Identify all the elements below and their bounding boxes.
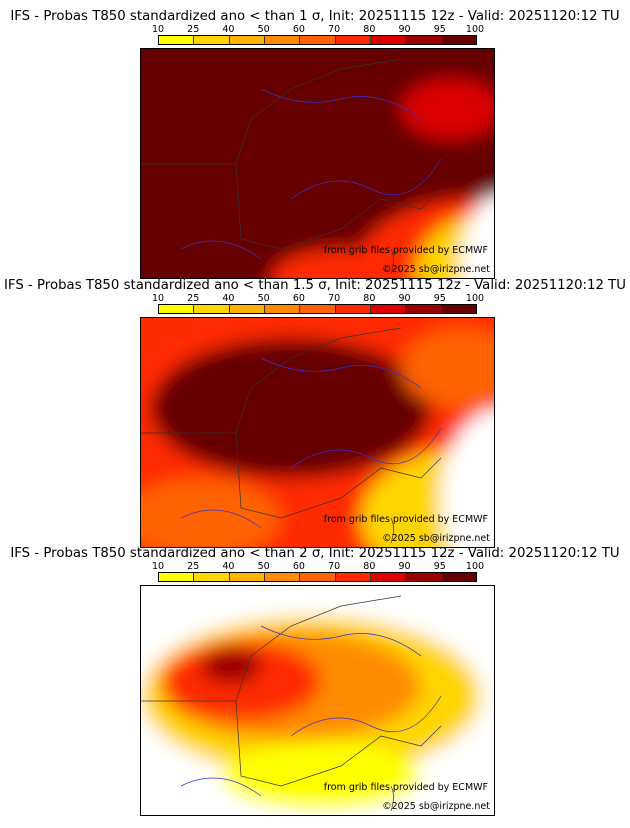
colorbar-labels: 10 25 40 50 60 70 80 90 95 100 (150, 293, 490, 305)
colorbar-tick-label: 95 (433, 24, 446, 35)
colorbar-labels: 10 25 40 50 60 70 80 90 95 100 (150, 561, 490, 573)
colorbar-swatch (335, 573, 371, 581)
data-credit: from grib files provided by ECMWF (323, 245, 488, 256)
colorbar-tick-label: 90 (398, 561, 411, 572)
copyright: ©2025 sb@irizpne.net (382, 801, 490, 812)
copyright: ©2025 sb@irizpne.net (382, 264, 490, 275)
probability-field (141, 49, 494, 278)
colorbar-tick-label: 95 (433, 561, 446, 572)
colorbar-swatch (300, 305, 336, 313)
colorbar-tick-label: 50 (257, 24, 270, 35)
colorbar-tick-label: 80 (363, 561, 376, 572)
colorbar-swatch (264, 36, 301, 44)
colorbar (158, 35, 477, 45)
colorbar-swatch (406, 305, 442, 313)
colorbar-tick-label: 60 (292, 561, 305, 572)
colorbar-tick-label: 90 (398, 24, 411, 35)
rivers (180, 357, 442, 529)
colorbar-tick-label: 10 (151, 24, 165, 35)
colorbar-swatch (264, 305, 301, 313)
colorbar-swatch (335, 36, 371, 44)
rivers (180, 625, 442, 797)
colorbar-swatch (159, 36, 195, 44)
colorbar-tick-label: 70 (328, 293, 341, 304)
colorbar-swatch (229, 573, 265, 581)
colorbar-swatch (406, 573, 442, 581)
colorbar-swatch (300, 36, 336, 44)
coastline (141, 327, 442, 544)
colorbar (158, 572, 477, 582)
probability-field (141, 318, 494, 547)
probability-panel: IFS - Probas T850 standardized ano < tha… (0, 269, 630, 548)
rivers (180, 88, 442, 260)
panel-title: IFS - Probas T850 standardized ano < tha… (10, 546, 620, 561)
colorbar-swatch (441, 36, 476, 44)
colorbar-tick-label: 60 (292, 293, 305, 304)
colorbar-swatch (229, 36, 265, 44)
colorbar-tick-label: 70 (328, 24, 341, 35)
panel-title: IFS - Probas T850 standardized ano < tha… (10, 9, 620, 24)
probability-field (141, 586, 494, 815)
colorbar-tick-label: 25 (187, 561, 200, 572)
colorbar-tick-label: 40 (222, 293, 235, 304)
colorbar-swatch (370, 573, 407, 581)
colorbar-swatch (194, 36, 230, 44)
colorbar-swatch (441, 305, 476, 313)
colorbar-swatch (300, 573, 336, 581)
colorbar-tick-label: 10 (151, 561, 165, 572)
probability-panel: IFS - Probas T850 standardized ano < tha… (0, 537, 630, 816)
data-credit: from grib files provided by ECMWF (323, 782, 488, 793)
colorbar-tick-label: 80 (363, 293, 376, 304)
colorbar-tick-label: 100 (465, 293, 485, 304)
colorbar-swatch (370, 36, 407, 44)
coastline (141, 58, 442, 275)
colorbar-labels: 10 25 40 50 60 70 80 90 95 100 (150, 24, 490, 36)
colorbar-swatch (335, 305, 371, 313)
colorbar-swatch (370, 305, 407, 313)
probability-panel: IFS - Probas T850 standardized ano < tha… (0, 0, 630, 279)
coastline (141, 595, 442, 812)
copyright: ©2025 sb@irizpne.net (382, 533, 490, 544)
colorbar-tick-label: 50 (257, 293, 270, 304)
colorbar-tick-label: 100 (465, 24, 485, 35)
colorbar-tick-label: 60 (292, 24, 305, 35)
colorbar-tick-label: 70 (328, 561, 341, 572)
colorbar-swatch (159, 305, 195, 313)
colorbar-tick-label: 90 (398, 293, 411, 304)
colorbar-swatch (194, 305, 230, 313)
panel-title: IFS - Probas T850 standardized ano < tha… (3, 278, 627, 293)
colorbar-tick-label: 10 (151, 293, 165, 304)
colorbar (158, 304, 477, 314)
colorbar-tick-label: 100 (465, 561, 485, 572)
colorbar-swatch (229, 305, 265, 313)
colorbar-swatch (194, 573, 230, 581)
probability-map: from grib files provided by ECMWF ©2025 … (140, 48, 495, 279)
colorbar-tick-label: 25 (187, 293, 200, 304)
probability-map: from grib files provided by ECMWF ©2025 … (140, 317, 495, 548)
colorbar-tick-label: 80 (363, 24, 376, 35)
data-credit: from grib files provided by ECMWF (323, 514, 488, 525)
colorbar-tick-label: 95 (433, 293, 446, 304)
colorbar-swatch (264, 573, 301, 581)
colorbar-tick-label: 40 (222, 561, 235, 572)
colorbar-tick-label: 25 (187, 24, 200, 35)
probability-map: from grib files provided by ECMWF ©2025 … (140, 585, 495, 816)
colorbar-tick-label: 50 (257, 561, 270, 572)
colorbar-swatch (406, 36, 442, 44)
colorbar-swatch (159, 573, 195, 581)
colorbar-swatch (441, 573, 476, 581)
colorbar-tick-label: 40 (222, 24, 235, 35)
